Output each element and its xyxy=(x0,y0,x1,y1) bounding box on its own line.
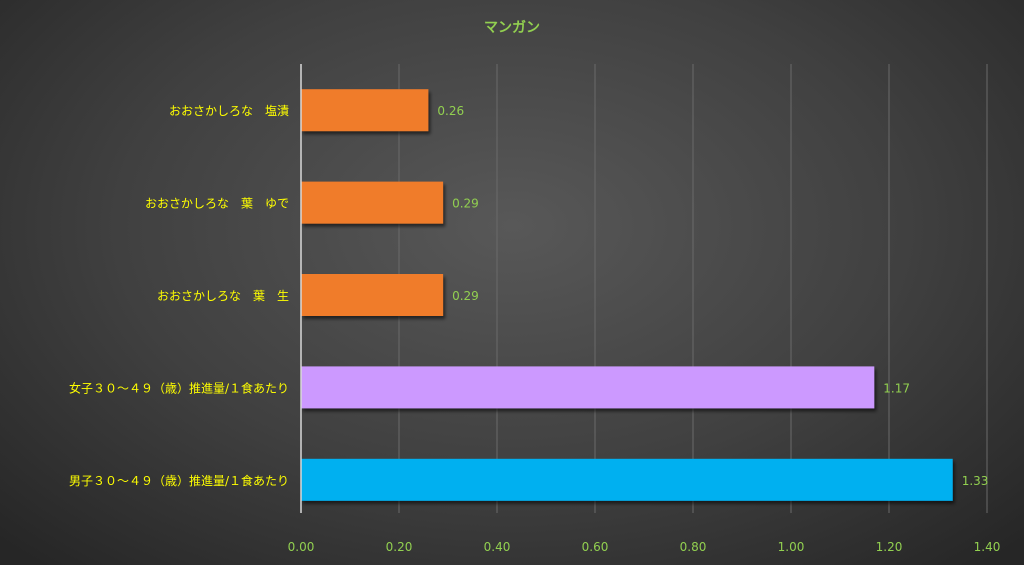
category-label: おおさかしろな 葉 生 xyxy=(157,289,289,303)
x-tick-label: 1.20 xyxy=(876,540,903,554)
data-label: 0.29 xyxy=(452,289,479,303)
chart-title: マンガン xyxy=(484,20,540,36)
x-tick-label: 0.00 xyxy=(288,540,315,554)
x-tick-label: 0.60 xyxy=(582,540,609,554)
gridlines xyxy=(398,64,988,513)
bar xyxy=(301,181,444,224)
category-label: おおさかしろな 塩漬 xyxy=(169,103,289,118)
bar xyxy=(301,89,429,132)
category-label: 男子３０～４９（歳）推進量/１食あたり xyxy=(69,473,289,488)
x-tick-label: 1.00 xyxy=(778,540,805,554)
data-label: 1.17 xyxy=(883,381,910,395)
bar xyxy=(301,458,953,501)
data-label: 0.26 xyxy=(437,104,464,118)
x-tick-label: 0.20 xyxy=(386,540,413,554)
bar xyxy=(301,366,875,409)
x-tick-label: 0.80 xyxy=(680,540,707,554)
x-tick-label: 0.40 xyxy=(484,540,511,554)
bar xyxy=(301,274,444,316)
x-tick-label: 1.40 xyxy=(974,540,1001,554)
category-label: おおさかしろな 葉 ゆで xyxy=(145,197,289,211)
data-label: 0.29 xyxy=(452,197,479,211)
labels: 0.00 0.20 0.40 0.60 0.80 1.00 1.20 1.40 おおさかしろな … xyxy=(69,103,1000,554)
data-label: 1.33 xyxy=(962,474,989,488)
category-label: 女子３０～４９（歳）推進量/１食あたり xyxy=(69,380,289,395)
bars xyxy=(301,89,953,501)
